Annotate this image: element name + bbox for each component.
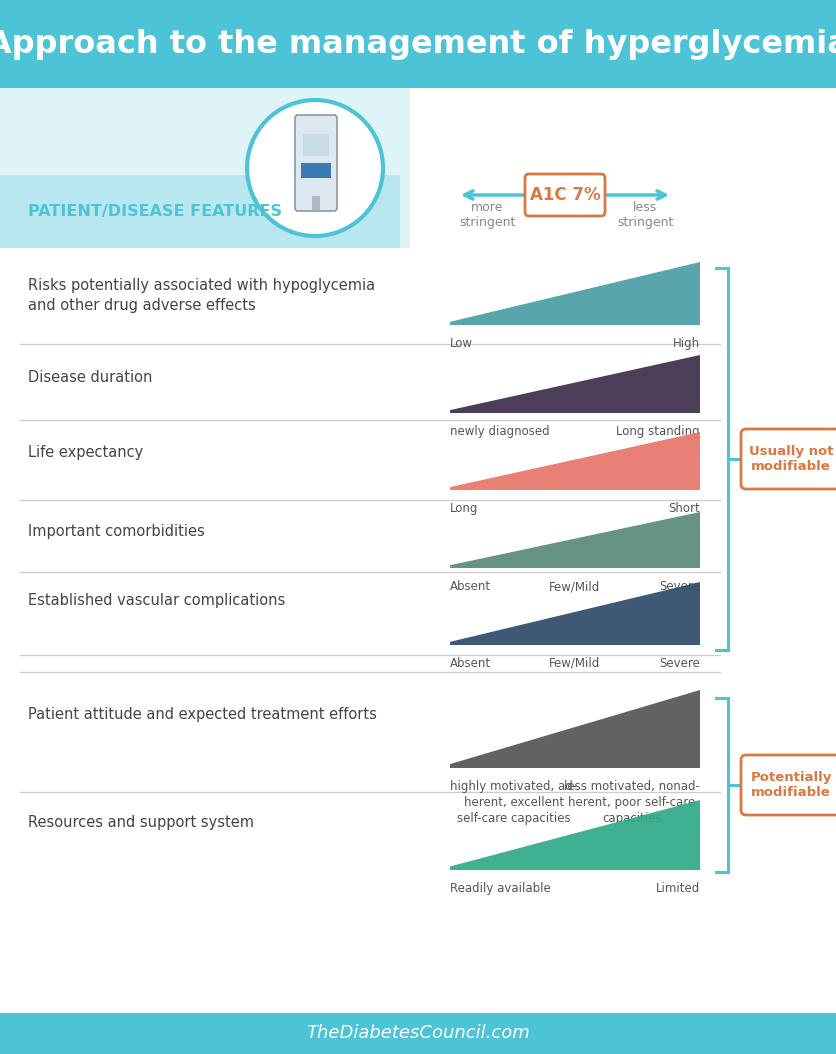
Text: Disease duration: Disease duration [28,370,152,385]
Text: Patient attitude and expected treatment efforts: Patient attitude and expected treatment … [28,707,377,722]
FancyBboxPatch shape [741,755,836,815]
FancyBboxPatch shape [741,429,836,489]
Text: highly motivated, ad-
herent, excellent
self-care capacities: highly motivated, ad- herent, excellent … [450,780,577,825]
Text: more
stringent: more stringent [459,201,515,229]
Text: Resources and support system: Resources and support system [28,815,254,829]
Text: less motivated, nonad-
herent, poor self-care
capacities: less motivated, nonad- herent, poor self… [564,780,700,825]
Bar [301,163,331,178]
Text: Risks potentially associated with hypoglycemia
and other drug adverse effects: Risks potentially associated with hypogl… [28,278,375,313]
Text: Long: Long [450,502,478,515]
Circle shape [247,100,383,236]
Text: Life expectancy: Life expectancy [28,446,143,461]
Text: Limited: Limited [655,882,700,895]
Text: High: High [673,337,700,350]
Text: Short: Short [668,502,700,515]
Text: Potentially
modifiable: Potentially modifiable [751,770,832,799]
Bar [0,0,836,87]
Bar [312,196,320,210]
Text: Few/Mild: Few/Mild [549,580,600,593]
Bar [303,134,329,156]
Text: Severe: Severe [659,657,700,670]
Text: Low: Low [450,337,473,350]
Text: PATIENT/DISEASE FEATURES: PATIENT/DISEASE FEATURES [28,204,282,219]
Text: newly diagnosed: newly diagnosed [450,425,549,438]
Polygon shape [450,512,700,568]
Text: Severe: Severe [659,580,700,593]
Text: TheDiabetesCouncil.com: TheDiabetesCouncil.com [306,1024,530,1042]
Polygon shape [450,355,700,413]
Text: less
stringent: less stringent [617,201,673,229]
Text: Important comorbidities: Important comorbidities [28,524,205,539]
Bar [0,87,410,248]
FancyBboxPatch shape [525,174,605,216]
Text: Approach to the management of hyperglycemia: Approach to the management of hyperglyce… [0,28,836,59]
Polygon shape [450,432,700,490]
Text: Long standing: Long standing [616,425,700,438]
Polygon shape [450,582,700,645]
Text: Absent: Absent [450,580,491,593]
Polygon shape [450,690,700,768]
Text: A1C 7%: A1C 7% [530,186,600,204]
Text: Usually not
modifiable: Usually not modifiable [749,445,833,473]
Bar [0,1013,836,1054]
Text: Readily available: Readily available [450,882,551,895]
Text: Established vascular complications: Established vascular complications [28,592,285,607]
FancyBboxPatch shape [295,115,337,211]
Text: Few/Mild: Few/Mild [549,657,600,670]
Text: Absent: Absent [450,657,491,670]
Bar [0,175,400,248]
Polygon shape [450,800,700,870]
Polygon shape [450,262,700,325]
